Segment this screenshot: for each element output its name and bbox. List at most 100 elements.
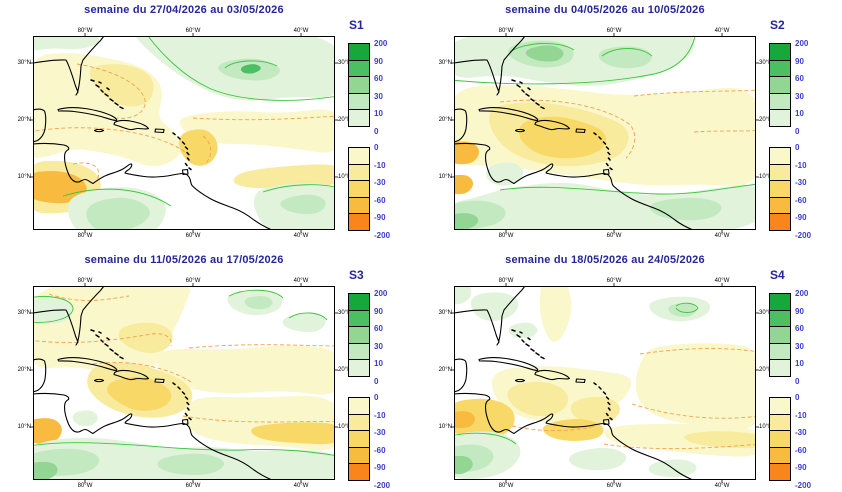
tick-label-lon-top: 60°W — [606, 278, 622, 284]
colorbar-cell — [348, 196, 370, 215]
colorbar-cell — [348, 147, 370, 165]
anomaly-region — [33, 418, 62, 444]
anomaly-region — [89, 64, 154, 107]
contour-line-negative — [639, 348, 756, 355]
colorbar: 200 90 60 30 10 0 0 -10 -30 -60 -90 -200 — [348, 40, 420, 240]
colorbar-value-label: 90 — [374, 56, 383, 66]
colorbar-value-label: -30 — [795, 428, 807, 438]
tick-label-lat-right: 20°N — [338, 367, 352, 373]
colorbar-cell — [769, 59, 791, 78]
anomaly-region — [470, 292, 519, 322]
anomaly-region — [454, 411, 475, 429]
island-outline — [93, 378, 105, 383]
contour-line-positive — [499, 183, 756, 195]
colorbar-value-label: -60 — [795, 445, 807, 455]
colorbar-cell — [769, 293, 791, 311]
tick-label-lon-top: 60°W — [606, 28, 622, 34]
contour-line-negative — [202, 135, 212, 165]
tick-label-lon-top: 60°W — [185, 28, 201, 34]
map-svg — [451, 283, 759, 483]
colorbar-value-label: 10 — [374, 109, 383, 119]
anomaly-region — [157, 453, 225, 475]
island-outline — [478, 357, 539, 372]
map-border — [33, 286, 335, 480]
contour-line-positive — [224, 60, 278, 69]
colorbar-cell — [348, 293, 370, 311]
colorbar-cell — [769, 196, 791, 215]
small-islands — [90, 79, 192, 171]
anomaly-region — [179, 129, 218, 166]
anomaly-region — [244, 296, 273, 310]
colorbar-cell — [769, 413, 791, 432]
anomaly-region — [539, 286, 572, 342]
island-outline — [534, 369, 571, 381]
tick-label-lon-bottom: 40°W — [293, 233, 309, 239]
colorbar-value-label: 10 — [795, 109, 804, 119]
contour-line-positive — [33, 442, 335, 456]
anomaly-region — [635, 343, 756, 430]
anomaly-region — [454, 286, 472, 305]
panel-title: semaine du 11/05/2026 au 17/05/2026 — [84, 254, 284, 266]
coastline-path — [33, 392, 273, 480]
colorbar-value-label: -10 — [795, 160, 807, 170]
panel-title: semaine du 18/05/2026 au 24/05/2026 — [505, 254, 705, 266]
contour-line-negative — [182, 415, 335, 423]
colorbar-cell — [348, 163, 370, 182]
anomaly-region — [86, 197, 150, 230]
contour-line-positive — [147, 36, 335, 101]
tick-label-lat-left: 30°N — [17, 60, 31, 66]
tick-label-lat-right: 10°N — [759, 174, 773, 180]
anomaly-region — [454, 174, 473, 195]
anomaly-region — [508, 322, 538, 339]
tick-label-lat-right: 20°N — [338, 117, 352, 123]
colorbar-value-label: 0 — [374, 377, 379, 386]
tick-label-lon-top: 40°W — [714, 278, 730, 284]
anomaly-region — [118, 322, 173, 354]
island-outline — [514, 128, 526, 133]
tick-label-lon-top: 80°W — [77, 278, 93, 284]
island-outline — [57, 107, 118, 122]
forecast-panel: semaine du 04/05/2026 au 10/05/2026 S2 8… — [421, 0, 842, 242]
colorbar-value-label: 0 — [795, 393, 800, 402]
colorbar-value-label: 200 — [795, 289, 809, 298]
colorbar-value-label: 90 — [374, 306, 383, 316]
tick-label-lat-right: 30°N — [338, 60, 352, 66]
coastline-path — [454, 142, 694, 230]
colorbar-cell — [769, 359, 791, 377]
tick-label-lon-bottom: 60°W — [606, 483, 622, 489]
panel-week-label: S1 — [349, 18, 364, 32]
anomaly-region — [233, 164, 335, 189]
colorbar-value-label: 200 — [374, 289, 388, 298]
colorbar-cell — [348, 359, 370, 377]
colorbar-cell — [769, 213, 791, 231]
tick-label-lat-right: 30°N — [759, 310, 773, 316]
colorbar-value-label: 0 — [374, 143, 379, 152]
island-outline — [478, 107, 539, 122]
map-svg — [451, 33, 759, 233]
contour-line-negative — [499, 99, 636, 159]
colorbar-cell — [348, 59, 370, 78]
colorbar-value-label: 0 — [795, 127, 800, 136]
contour-line-negative — [192, 115, 335, 121]
map-border — [454, 36, 756, 230]
tick-label-lon-bottom: 60°W — [606, 233, 622, 239]
colorbar-cell — [348, 326, 370, 344]
anomaly-region — [33, 461, 58, 480]
colorbar-cell — [769, 147, 791, 165]
colorbar: 200 90 60 30 10 0 0 -10 -30 -60 -90 -200 — [348, 290, 420, 490]
island-outline — [181, 168, 189, 176]
colorbar-value-label: 0 — [795, 377, 800, 386]
tick-label-lat-left: 10°N — [17, 174, 31, 180]
island-outline — [113, 369, 150, 381]
tick-label-lon-bottom: 60°W — [185, 483, 201, 489]
tick-label-lon-top: 60°W — [185, 278, 201, 284]
coastline-path — [454, 358, 468, 393]
anomaly-region — [668, 303, 697, 317]
small-islands — [511, 79, 613, 171]
colorbar-value-label: 60 — [374, 74, 383, 84]
island-outline — [113, 119, 150, 131]
colorbar-cell — [769, 397, 791, 415]
contour-line-negative — [33, 333, 172, 347]
anomaly-field — [454, 36, 756, 230]
